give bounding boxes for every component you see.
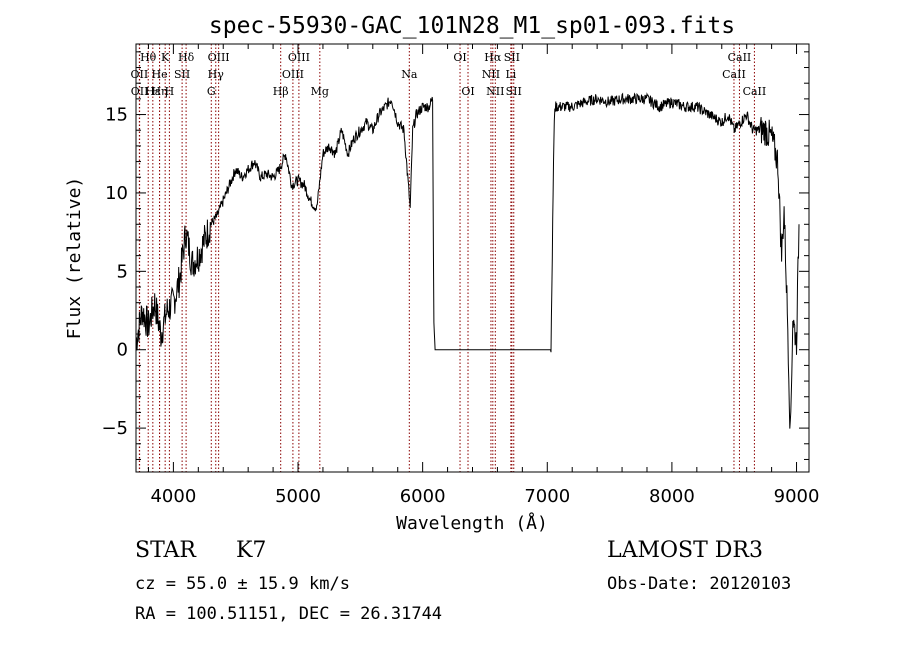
- spectral-line-label: OII: [131, 85, 149, 98]
- x-tick-label: 5000: [275, 486, 321, 507]
- y-tick-label: −5: [101, 418, 128, 439]
- spectral-line-markers: [138, 44, 755, 472]
- spectral-line-label: OII: [131, 68, 149, 81]
- x-tick-label: 7000: [524, 486, 570, 507]
- spectral-line-label: Na: [401, 68, 418, 81]
- spectral-line-label: CaII: [743, 85, 767, 98]
- spectral-line-label: Hα: [484, 51, 502, 64]
- chart-title: spec-55930-GAC_101N28_M1_sp01-093.fits: [209, 13, 735, 39]
- spectral-line-label: OI: [453, 51, 466, 64]
- spectral-line-label: CaII: [728, 51, 752, 64]
- spectral-line-label: Hε: [145, 85, 161, 98]
- y-tick-label: 5: [117, 261, 128, 282]
- spectral-line-label: Mg: [311, 85, 329, 98]
- spectral-line-label: NII: [486, 85, 504, 98]
- y-tick-label: 15: [105, 105, 128, 126]
- plot-frame: [135, 43, 810, 473]
- spectral-line-label: Hθ: [140, 51, 157, 64]
- survey-name: LAMOST DR3: [607, 538, 763, 563]
- object-class-info: STAR K7: [135, 538, 266, 563]
- spectral-line-label: SII: [504, 51, 520, 64]
- spectral-line-label: OIII: [282, 68, 304, 81]
- observation-date: Obs-Date: 20120103: [607, 574, 792, 594]
- spectral-line-label: G: [207, 85, 216, 98]
- spectral-line-label: OIII: [208, 51, 230, 64]
- spectral-line-label: H: [165, 85, 175, 98]
- x-axis-label: Wavelength (Å): [396, 512, 548, 534]
- spectral-line-label: He: [152, 68, 168, 81]
- x-tick-label: 9000: [774, 486, 820, 507]
- spectrum-series-line: [135, 92, 800, 429]
- spectral-line-label: Hδ: [178, 51, 195, 64]
- redshift-velocity: cz = 55.0 ± 15.9 km/s: [135, 574, 350, 594]
- spectral-line-label: SII: [174, 68, 190, 81]
- spectral-line-label: NII: [482, 68, 500, 81]
- spectral-line-label: Hη: [151, 85, 167, 98]
- spectral-line-label: Li: [505, 68, 516, 81]
- x-axis-ticks: 4000 5000 6000 7000 8000 9000: [147, 44, 820, 507]
- object-class: STAR: [135, 538, 196, 563]
- object-subclass: K7: [236, 538, 267, 563]
- ra-dec-coordinates: RA = 100.51151, DEC = 26.31744: [135, 604, 443, 624]
- x-tick-label: 4000: [150, 486, 196, 507]
- spectral-line-label: CaII: [722, 68, 746, 81]
- x-tick-label: 6000: [400, 486, 446, 507]
- spectral-line-label: K: [161, 51, 170, 64]
- y-tick-label: 10: [105, 183, 128, 204]
- spectral-line-label: Hγ: [208, 68, 225, 81]
- spectral-line-label: SII: [506, 85, 522, 98]
- y-tick-label: 0: [117, 340, 128, 361]
- x-tick-label: 8000: [649, 486, 695, 507]
- spectral-line-label: OI: [461, 85, 474, 98]
- spectral-line-label: OIII: [288, 51, 310, 64]
- y-axis-label: Flux (relative): [64, 177, 85, 340]
- y-axis-ticks: −5 0 5 10 15: [101, 51, 809, 460]
- spectral-line-label: Hβ: [273, 85, 289, 98]
